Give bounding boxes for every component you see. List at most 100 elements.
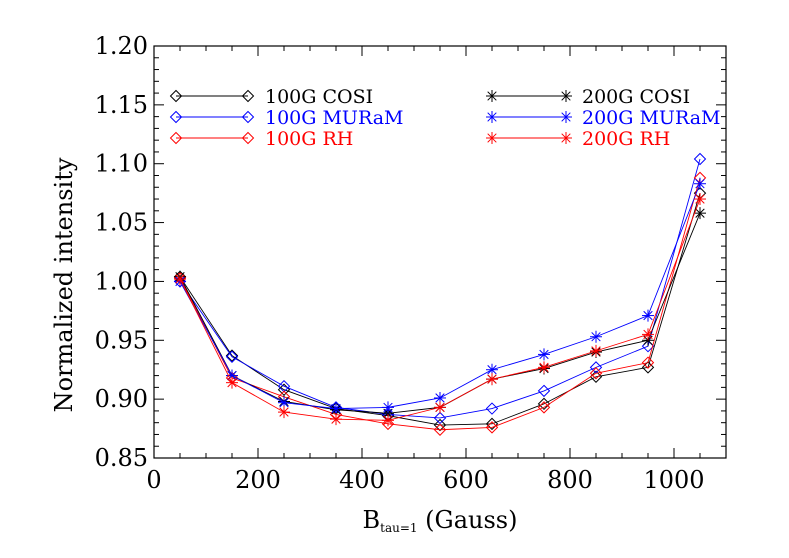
series-200g-rh — [174, 193, 706, 427]
legend-marker — [560, 132, 572, 144]
data-point-stroke — [383, 402, 393, 413]
data-point-stroke — [487, 374, 497, 384]
data-point — [486, 363, 498, 376]
y-tick-label: 0.85 — [95, 444, 148, 472]
data-point — [589, 367, 603, 380]
data-point-stroke — [643, 310, 653, 321]
data-point-stroke — [383, 415, 393, 426]
data-point — [174, 273, 186, 286]
data-point-stroke — [591, 346, 601, 356]
legend-marker-stroke — [561, 133, 571, 143]
x-axis-title-main: B — [363, 506, 381, 534]
legend-label: 200G RH — [582, 128, 670, 150]
legend-label: 100G MURaM — [265, 107, 403, 129]
x-tick-label: 0 — [146, 466, 161, 494]
legend-marker — [241, 110, 255, 124]
data-point — [433, 418, 447, 432]
data-point-stroke — [643, 329, 653, 340]
series-line-200g-muram — [179, 183, 701, 410]
data-point — [537, 401, 551, 414]
data-point — [330, 413, 342, 426]
y-tick-label: 1.00 — [95, 267, 148, 295]
data-point — [382, 414, 394, 427]
legend-marker — [169, 110, 183, 124]
series-200g-muram — [174, 177, 706, 415]
legend-marker — [241, 89, 255, 103]
legend-item-200g-rh: 200G RH — [486, 128, 670, 150]
data-point — [641, 361, 655, 374]
legend-marker-stroke — [561, 112, 571, 122]
data-point — [538, 348, 550, 361]
data-point-stroke — [435, 402, 445, 413]
data-point — [642, 328, 654, 341]
legend-label: 200G COSI — [582, 86, 690, 108]
data-point-stroke — [539, 362, 549, 373]
x-axis-title-rest: (Gauss) — [418, 506, 518, 534]
legend-label: 100G RH — [265, 128, 353, 150]
legend-label: 100G COSI — [265, 86, 373, 108]
data-point — [278, 406, 290, 419]
data-point — [226, 376, 238, 389]
legend-marker-stroke — [561, 91, 571, 101]
data-point — [434, 401, 446, 414]
y-tick-label: 1.10 — [95, 150, 148, 178]
data-point — [694, 193, 706, 206]
legend-label: 200G MURaM — [582, 107, 720, 129]
legend-marker — [169, 89, 183, 103]
data-point — [694, 177, 706, 190]
legend-marker-stroke — [487, 133, 497, 143]
series-line-100g-muram — [179, 158, 701, 419]
legend-marker-stroke — [487, 91, 497, 101]
series-line-200g-cosi — [179, 212, 701, 414]
x-tick-label: 800 — [547, 466, 593, 494]
data-point — [590, 344, 602, 357]
legend-item-100g-cosi: 100G COSI — [169, 86, 373, 108]
data-point-stroke — [227, 370, 237, 381]
data-point — [485, 417, 499, 431]
series-layer — [173, 152, 707, 436]
series-line-100g-cosi — [179, 193, 701, 426]
data-point-stroke — [487, 365, 497, 375]
data-point — [693, 152, 707, 166]
legend-marker — [169, 131, 183, 145]
x-axis-title-sub: tau=1 — [380, 521, 417, 535]
data-point-stroke — [331, 414, 341, 424]
legend-marker — [486, 90, 498, 102]
data-point — [538, 361, 550, 374]
data-point-stroke — [539, 349, 549, 360]
data-point — [225, 349, 239, 362]
data-point-stroke — [227, 377, 237, 388]
legend-item-100g-muram: 100G MURaM — [169, 107, 403, 129]
data-point-stroke — [279, 398, 289, 408]
legend-marker — [486, 111, 498, 123]
legend-marker — [560, 111, 572, 123]
data-point-stroke — [591, 332, 601, 342]
legend-item-100g-rh: 100G RH — [169, 128, 353, 150]
series-line-100g-rh — [179, 177, 701, 431]
x-tick-label: 600 — [443, 466, 489, 494]
y-tick-label: 0.95 — [95, 326, 148, 354]
legend-marker — [560, 90, 572, 102]
data-point-stroke — [695, 208, 705, 218]
data-point — [537, 397, 551, 411]
data-point-stroke — [279, 407, 289, 417]
data-point — [330, 402, 342, 415]
data-point — [486, 373, 498, 386]
data-point — [381, 417, 395, 431]
series-100g-muram — [173, 152, 707, 425]
y-tick-label: 0.90 — [95, 385, 148, 413]
data-point — [694, 207, 706, 220]
data-point — [433, 423, 447, 436]
plot-axes: 0 200 400 600 800 1000 0.85 0.90 0.95 1.00 1.05 1.1… — [95, 32, 727, 494]
legend-item-200g-muram: 200G MURaM — [486, 107, 720, 129]
y-tick-label: 1.15 — [95, 91, 148, 119]
data-point — [537, 384, 551, 398]
data-point-stroke — [331, 403, 341, 414]
y-tick-label: 1.20 — [95, 32, 148, 60]
legend-item-200g-cosi: 200G COSI — [486, 86, 690, 108]
y-axis-title: Normalized intensity — [50, 157, 78, 412]
data-point — [642, 309, 654, 322]
data-point — [641, 356, 655, 369]
